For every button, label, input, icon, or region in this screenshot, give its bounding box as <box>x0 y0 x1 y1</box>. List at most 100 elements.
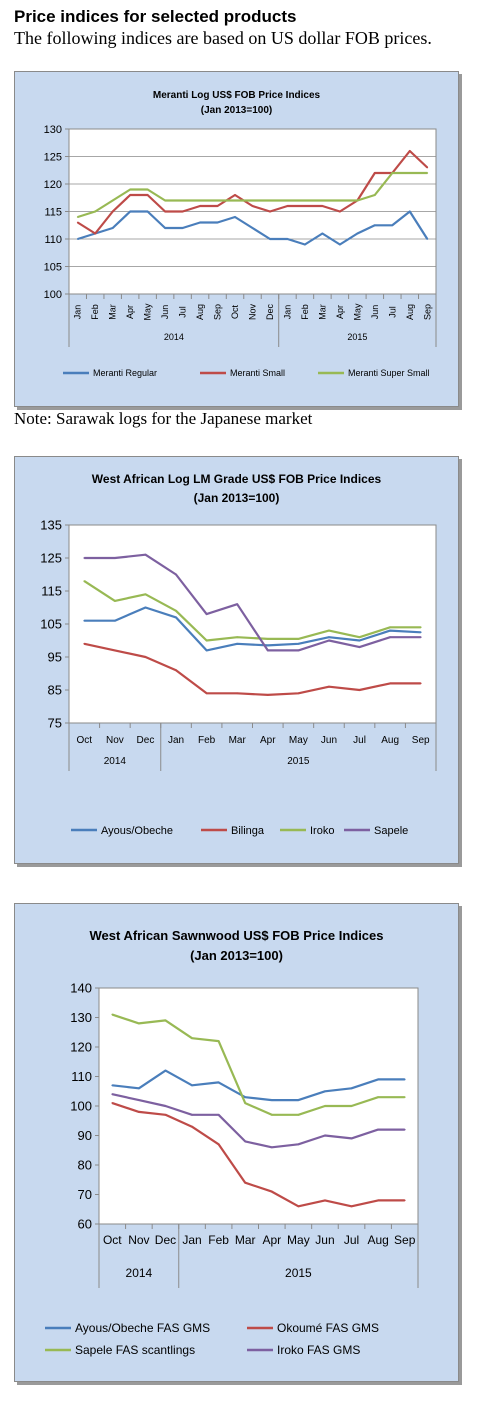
data-point <box>286 205 289 207</box>
data-point <box>269 210 271 213</box>
y-tick-label: 120 <box>44 179 62 191</box>
data-point <box>175 609 177 612</box>
plot-area <box>98 987 419 1225</box>
data-point <box>83 580 86 582</box>
data-point <box>217 1040 220 1042</box>
data-point <box>205 692 208 695</box>
legend-label: Iroko FAS GMS <box>277 1343 360 1357</box>
x-tick-label: Aug <box>195 304 205 320</box>
x-tick-label: Apr <box>125 305 135 319</box>
data-point <box>408 210 411 213</box>
x-tick-label: May <box>289 735 308 746</box>
data-point <box>164 1069 167 1072</box>
data-point <box>350 1205 353 1208</box>
data-point <box>297 1113 300 1116</box>
data-point <box>328 685 330 688</box>
data-point <box>137 1111 140 1113</box>
data-point <box>269 199 271 202</box>
data-point <box>270 1099 273 1101</box>
x-tick-label: Jun <box>315 1233 334 1247</box>
data-point <box>205 613 208 615</box>
data-point <box>373 224 376 227</box>
data-point <box>164 1105 167 1107</box>
y-tick-label: 115 <box>44 206 62 218</box>
chart-wa-logs: West African Log LM Grade US$ FOB Price … <box>40 472 437 837</box>
data-point <box>191 1125 193 1128</box>
data-point <box>76 216 79 218</box>
x-tick-label: Feb <box>208 1233 229 1247</box>
x-tick-label: Nov <box>128 1233 149 1247</box>
data-point <box>146 194 149 196</box>
data-point <box>426 238 429 240</box>
data-point <box>199 199 201 202</box>
data-point <box>297 637 300 640</box>
x-tick-label: Mar <box>235 1233 256 1247</box>
chart-wa-sawnwood: West African Sawnwood US$ FOB Price Indi… <box>45 928 419 1357</box>
data-point <box>419 636 422 639</box>
data-point <box>217 1113 220 1116</box>
data-point <box>191 1084 193 1087</box>
chart-panel-meranti: Meranti Log US$ FOB Price Indices (Jan 20… <box>14 71 459 407</box>
x-tick-label: Oct <box>103 1233 122 1247</box>
data-point <box>164 199 167 202</box>
data-point <box>297 692 300 695</box>
data-point <box>356 232 359 235</box>
data-point <box>76 238 79 240</box>
data-point <box>111 1084 114 1087</box>
data-point <box>419 682 422 685</box>
x-tick-label: Jul <box>344 1233 359 1247</box>
data-point <box>113 619 116 622</box>
data-point <box>324 1105 326 1107</box>
x-tick-label: Jul <box>387 306 397 318</box>
data-point <box>356 199 359 202</box>
data-point <box>324 1134 326 1137</box>
data-point <box>377 1078 380 1081</box>
x-tick-label: Apr <box>260 735 276 746</box>
data-point <box>137 1022 140 1025</box>
y-tick-label: 135 <box>40 518 62 533</box>
data-point <box>304 243 306 246</box>
x-tick-label: May <box>352 303 362 321</box>
chart-subtitle: (Jan 2013=100) <box>190 948 283 963</box>
data-point <box>111 1102 114 1104</box>
data-point <box>146 210 149 213</box>
data-point <box>199 205 201 207</box>
data-point <box>324 1090 326 1093</box>
data-point <box>181 199 184 202</box>
data-point <box>297 649 300 652</box>
chart-title: West African Sawnwood US$ FOB Price Indi… <box>89 928 383 943</box>
data-point <box>113 649 116 652</box>
x-tick-label: Sep <box>394 1233 416 1247</box>
data-point <box>234 199 236 202</box>
x-tick-label: Feb <box>90 304 100 320</box>
data-point <box>175 573 177 576</box>
x-tick-label: Nov <box>248 304 258 321</box>
data-point <box>286 238 289 240</box>
x-tick-label: Mar <box>108 304 118 320</box>
data-point <box>266 644 269 647</box>
data-point <box>129 194 132 196</box>
y-tick-label: 100 <box>44 289 62 301</box>
data-point <box>113 600 116 602</box>
legend-label: Meranti Small <box>230 368 285 378</box>
series-line-3 <box>111 1013 405 1116</box>
data-point <box>321 232 324 235</box>
data-point <box>164 210 167 213</box>
data-point <box>236 692 239 695</box>
x-tick-label: Jan <box>182 1233 201 1247</box>
legend-label: Ayous/Obeche FAS GMS <box>75 1321 210 1335</box>
x-tick-label: May <box>143 303 153 321</box>
data-point <box>358 689 361 691</box>
data-point <box>164 1113 167 1116</box>
data-point <box>236 642 239 645</box>
data-point <box>164 1019 167 1022</box>
x-tick-label: Dec <box>137 735 155 746</box>
page-subheading: The following indices are based on US do… <box>14 28 432 48</box>
page-heading: Price indices for selected products <box>14 7 297 26</box>
data-point <box>297 642 300 645</box>
y-tick-label: 130 <box>70 1010 92 1025</box>
y-tick-label: 70 <box>78 1187 92 1202</box>
data-point <box>403 1096 406 1099</box>
data-point <box>216 199 219 202</box>
data-point <box>251 205 254 207</box>
